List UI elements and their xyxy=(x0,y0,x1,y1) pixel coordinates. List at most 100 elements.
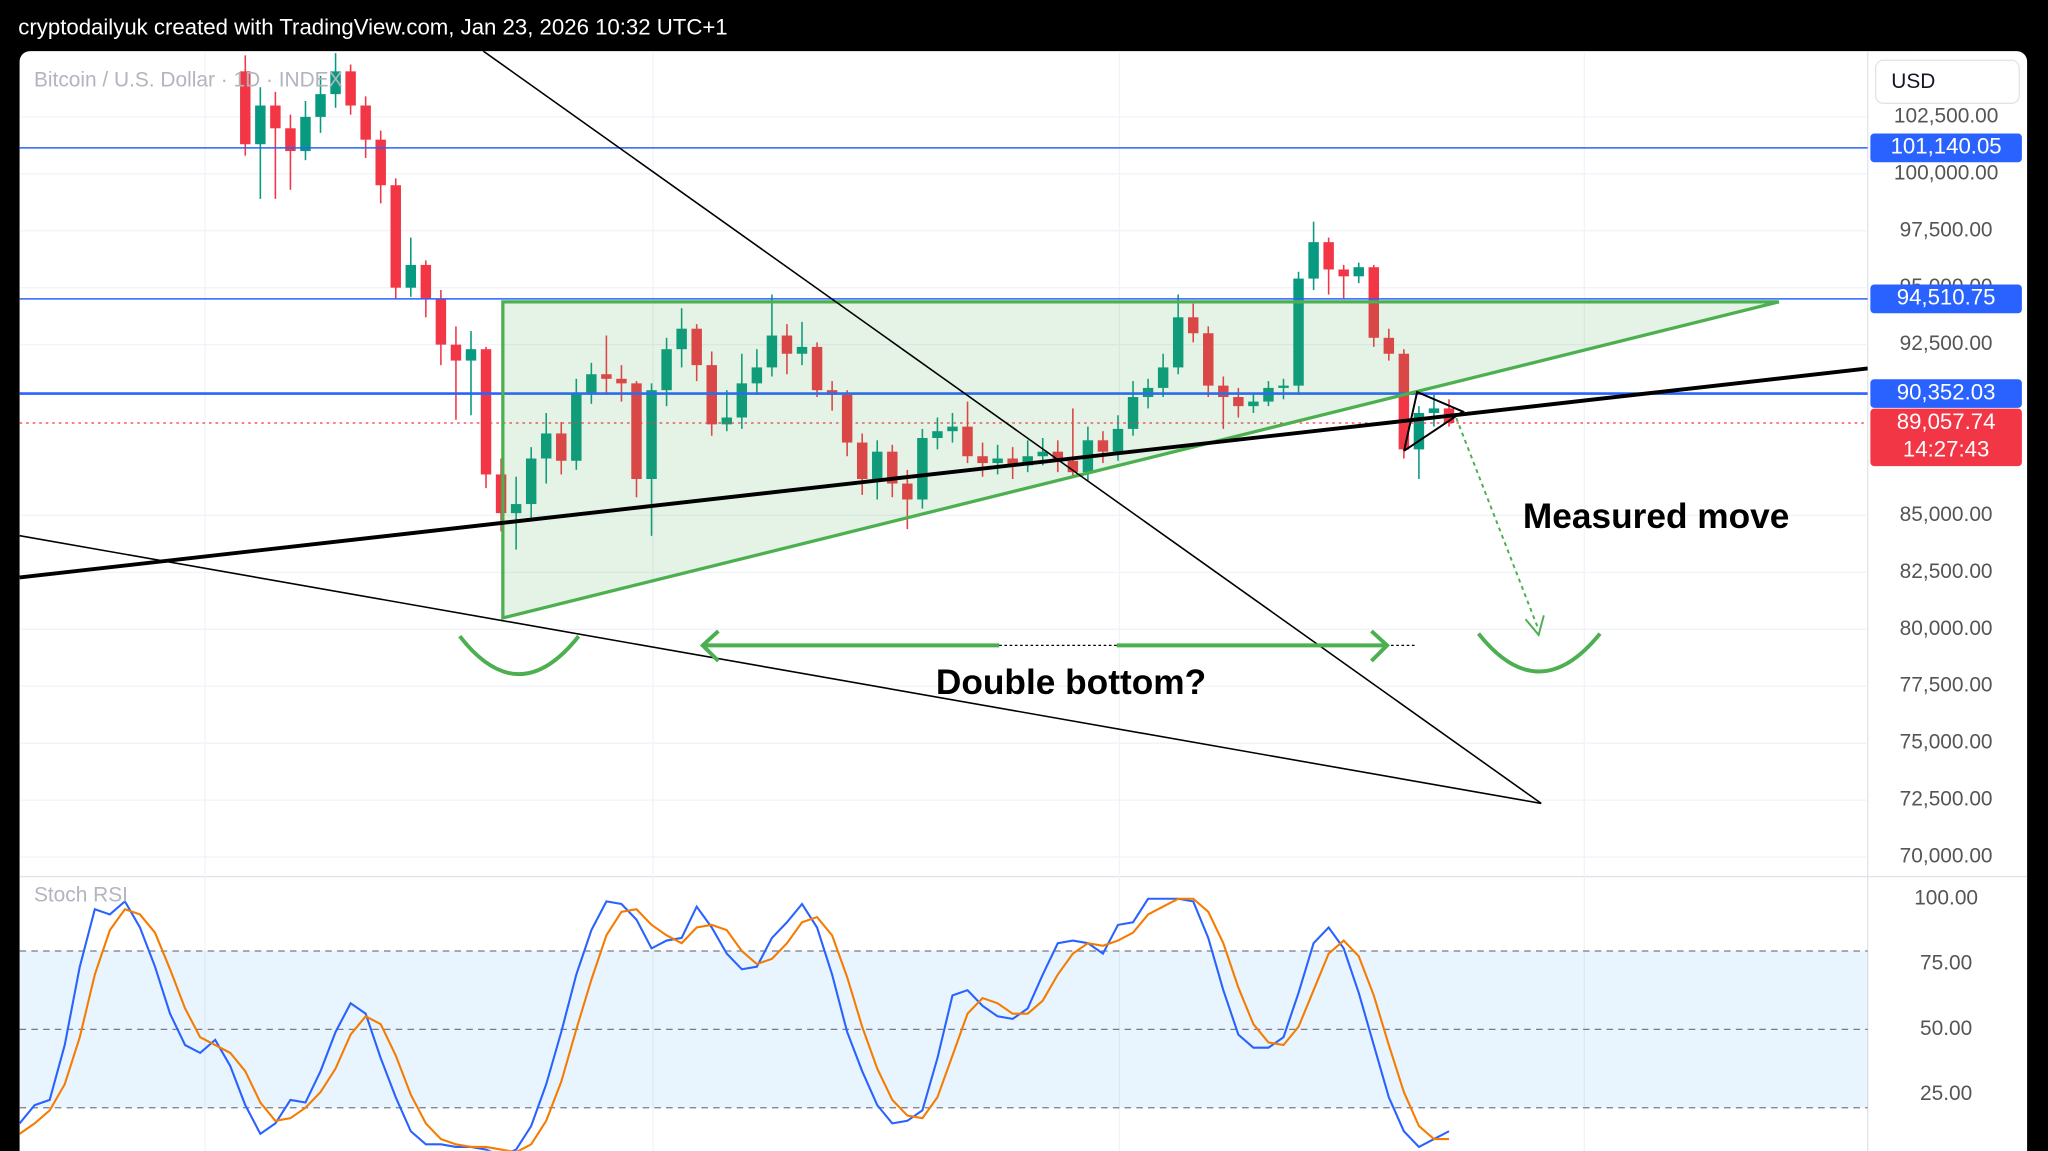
candle-body xyxy=(1338,269,1349,277)
countdown: 14:27:43 xyxy=(1903,436,1989,461)
price-label: 89,057.74 xyxy=(1897,409,1996,434)
candle-body xyxy=(525,458,537,505)
symbol-title: Bitcoin / U.S. Dollar · 1D · INDEX xyxy=(34,69,343,92)
currency-button[interactable] xyxy=(1874,59,2020,104)
annotation: Measured move xyxy=(1523,497,1789,536)
arc xyxy=(458,635,581,676)
candle-body xyxy=(646,390,657,480)
candle-body xyxy=(390,185,401,288)
candle-body xyxy=(1097,440,1109,452)
candle-body xyxy=(285,128,296,152)
price-label-box xyxy=(1870,284,2022,314)
indicator-title: Stoch RSI xyxy=(34,884,128,907)
candle-body xyxy=(480,349,492,475)
candle-body xyxy=(315,94,326,117)
candle-body xyxy=(1218,385,1229,398)
candle-body xyxy=(1037,451,1048,457)
trendline xyxy=(19,366,1868,580)
candle-body xyxy=(841,394,853,443)
y-tick-label: 25.00 xyxy=(1920,1082,1972,1105)
candle-body xyxy=(495,474,507,514)
candle-body xyxy=(1383,337,1395,354)
candle-body xyxy=(556,433,567,461)
candle-body xyxy=(676,328,687,350)
y-tick-label: 100.00 xyxy=(1914,886,1978,909)
main-pane xyxy=(19,53,1868,858)
candle-body xyxy=(932,431,943,439)
trendline xyxy=(482,51,1542,805)
candle-body xyxy=(571,392,582,461)
candle-body xyxy=(1127,397,1139,429)
candle-body xyxy=(736,383,748,418)
candle-body xyxy=(1067,460,1079,473)
candle-body xyxy=(255,105,266,145)
y-tick-label: 75.00 xyxy=(1920,952,1972,975)
header: cryptodailyuk created with TradingView.c… xyxy=(18,15,727,40)
y-tick-label: 85,000.00 xyxy=(1900,503,1993,526)
candle-body xyxy=(1112,428,1124,452)
candle-body xyxy=(360,105,371,140)
y-tick-label: 82,500.00 xyxy=(1900,560,1993,583)
candle-body xyxy=(270,105,281,129)
candle-body xyxy=(751,367,763,384)
candle-body xyxy=(1022,456,1033,466)
price-label-box xyxy=(1870,379,2022,408)
candle-body xyxy=(721,417,733,425)
arrow-head xyxy=(1370,629,1390,663)
candle-body xyxy=(330,71,341,95)
candle-body xyxy=(977,456,988,464)
arrow-head xyxy=(699,629,720,663)
arc xyxy=(1476,632,1602,674)
candle-body xyxy=(540,433,552,459)
candle-body xyxy=(1413,412,1425,450)
candle-body xyxy=(992,458,1003,464)
candle-body xyxy=(345,71,356,106)
candle-body xyxy=(616,378,627,384)
y-tick-label: 100,000.00 xyxy=(1894,161,1998,184)
candle-body xyxy=(450,344,462,361)
candle-body xyxy=(405,264,417,288)
candle-body xyxy=(1323,242,1334,270)
y-tick-label: 97,500.00 xyxy=(1900,218,1993,241)
candle-body xyxy=(631,383,642,480)
candle-body xyxy=(1052,451,1064,461)
candle-body xyxy=(691,328,702,366)
candle-body xyxy=(766,335,778,368)
candle-body xyxy=(420,264,432,300)
candle-body xyxy=(1233,397,1244,407)
candle-body xyxy=(1353,267,1364,277)
arrow-head xyxy=(1524,615,1545,638)
stoch-line xyxy=(19,897,1450,1151)
currency[interactable]: USD xyxy=(1891,70,1935,93)
candle-body xyxy=(510,504,522,514)
candle-body xyxy=(435,299,447,345)
annotation: Double bottom? xyxy=(936,663,1206,702)
drawings xyxy=(19,51,1868,805)
candle-body xyxy=(811,346,823,391)
candle-body xyxy=(1293,278,1304,386)
y-tick-label: 50.00 xyxy=(1920,1017,1972,1040)
candle-body xyxy=(661,349,672,391)
candle-body xyxy=(1157,367,1169,388)
price-label: 90,352.03 xyxy=(1897,379,1996,404)
y-tick-label: 72,500.00 xyxy=(1900,788,1993,811)
candle-body xyxy=(1278,385,1289,388)
time-grid xyxy=(204,51,1585,1151)
candle-body xyxy=(586,374,597,393)
trendline xyxy=(19,534,1542,805)
price-label-box xyxy=(1870,408,2022,467)
y-tick-label: 70,000.00 xyxy=(1900,845,1993,868)
y-tick-label: 80,000.00 xyxy=(1900,617,1993,640)
price-label-box xyxy=(1870,133,2022,163)
price-axis: 102,500.00100,000.0097,500.0095,000.0092… xyxy=(1870,104,2022,1105)
candle-body xyxy=(1428,408,1440,413)
price-label: 101,140.05 xyxy=(1891,134,2002,159)
candle-body xyxy=(465,349,477,361)
y-tick-label: 75,000.00 xyxy=(1900,731,1993,754)
y-tick-label: 102,500.00 xyxy=(1894,104,1998,127)
triangle xyxy=(501,300,1780,621)
candle-body xyxy=(300,116,311,152)
y-tick-label: 92,500.00 xyxy=(1900,332,1993,355)
